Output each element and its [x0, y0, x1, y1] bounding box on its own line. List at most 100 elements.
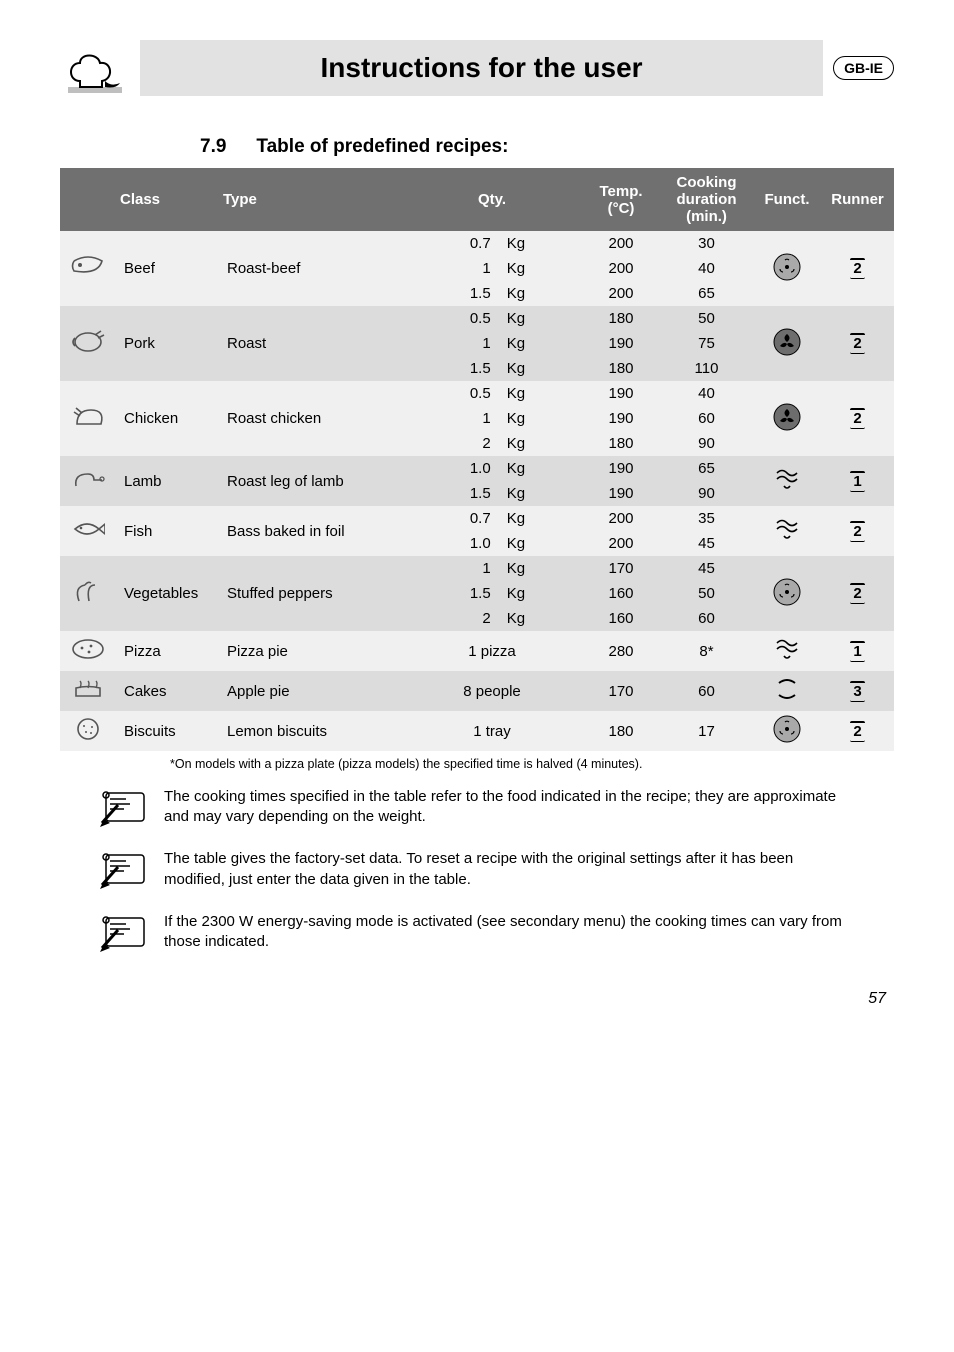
temp-value: 200	[582, 531, 660, 556]
duration-value: 50	[660, 306, 753, 331]
temp-value: 170	[582, 556, 660, 581]
qty-unit: Kg	[501, 606, 582, 631]
recipes-table: Class Type Qty. Temp. (°C) Cooking durat…	[60, 168, 894, 751]
col-cook: Cooking duration (min.)	[660, 168, 753, 231]
duration-value: 45	[660, 556, 753, 581]
temp-value: 190	[582, 456, 660, 481]
qty-value: 8 people	[402, 671, 582, 711]
runner-value: 2	[821, 306, 894, 381]
duration-value: 30	[660, 231, 753, 256]
class-icon	[60, 381, 116, 456]
type-name: Apple pie	[219, 671, 402, 711]
table-row: FishBass baked in foil0.7Kg20035 2	[60, 506, 894, 531]
runner-value: 1	[821, 631, 894, 671]
info-note: If the 2300 W energy-saving mode is acti…	[100, 912, 854, 960]
type-name: Roast leg of lamb	[219, 456, 402, 506]
temp-value: 180	[582, 711, 660, 751]
qty-unit: Kg	[501, 381, 582, 406]
temp-value: 200	[582, 231, 660, 256]
table-row: BeefRoast-beef0.7Kg20030 2	[60, 231, 894, 256]
duration-value: 60	[660, 606, 753, 631]
temp-value: 160	[582, 606, 660, 631]
qty-unit: Kg	[501, 506, 582, 531]
temp-value: 180	[582, 306, 660, 331]
qty-unit: Kg	[501, 456, 582, 481]
table-row: ChickenRoast chicken0.5Kg19040 2	[60, 381, 894, 406]
class-name: Chicken	[116, 381, 219, 456]
class-icon	[60, 306, 116, 381]
table-row: BiscuitsLemon biscuits1 tray18017 2	[60, 711, 894, 751]
duration-value: 65	[660, 456, 753, 481]
section-heading: Table of predefined recipes:	[256, 136, 508, 158]
qty-unit: Kg	[501, 231, 582, 256]
qty-value: 0.7	[402, 506, 501, 531]
duration-value: 65	[660, 281, 753, 306]
table-row: PizzaPizza pie1 pizza2808* 1	[60, 631, 894, 671]
class-icon	[60, 711, 116, 751]
class-icon	[60, 671, 116, 711]
class-icon	[60, 631, 116, 671]
temp-value: 200	[582, 506, 660, 531]
duration-value: 17	[660, 711, 753, 751]
qty-unit: Kg	[501, 556, 582, 581]
duration-value: 75	[660, 331, 753, 356]
runner-value: 2	[821, 506, 894, 556]
function-icon	[753, 306, 821, 381]
class-name: Pork	[116, 306, 219, 381]
qty-value: 2	[402, 431, 501, 456]
qty-value: 1.0	[402, 456, 501, 481]
qty-value: 1	[402, 406, 501, 431]
runner-value: 2	[821, 231, 894, 306]
note-text: The cooking times specified in the table…	[164, 787, 854, 828]
temp-value: 160	[582, 581, 660, 606]
function-icon	[753, 556, 821, 631]
class-name: Cakes	[116, 671, 219, 711]
qty-value: 0.5	[402, 306, 501, 331]
table-row: LambRoast leg of lamb1.0Kg19065 1	[60, 456, 894, 481]
class-icon	[60, 456, 116, 506]
function-icon	[753, 231, 821, 306]
temp-value: 190	[582, 406, 660, 431]
note-text: If the 2300 W energy-saving mode is acti…	[164, 912, 854, 953]
qty-value: 1.0	[402, 531, 501, 556]
runner-value: 2	[821, 556, 894, 631]
col-funct: Funct.	[753, 168, 821, 231]
class-icon	[60, 506, 116, 556]
class-icon	[60, 231, 116, 306]
col-runner: Runner	[821, 168, 894, 231]
duration-value: 110	[660, 356, 753, 381]
qty-value: 1.5	[402, 481, 501, 506]
qty-unit: Kg	[501, 531, 582, 556]
duration-value: 40	[660, 381, 753, 406]
col-temp: Temp. (°C)	[582, 168, 660, 231]
temp-value: 280	[582, 631, 660, 671]
duration-value: 90	[660, 431, 753, 456]
duration-value: 60	[660, 406, 753, 431]
qty-unit: Kg	[501, 281, 582, 306]
temp-value: 190	[582, 331, 660, 356]
type-name: Roast chicken	[219, 381, 402, 456]
qty-unit: Kg	[501, 581, 582, 606]
qty-value: 1 pizza	[402, 631, 582, 671]
type-name: Roast-beef	[219, 231, 402, 306]
duration-value: 60	[660, 671, 753, 711]
qty-value: 0.5	[402, 381, 501, 406]
info-note: The table gives the factory-set data. To…	[100, 849, 854, 897]
class-name: Pizza	[116, 631, 219, 671]
temp-value: 180	[582, 356, 660, 381]
temp-value: 170	[582, 671, 660, 711]
info-note: The cooking times specified in the table…	[100, 787, 854, 835]
qty-value: 0.7	[402, 231, 501, 256]
table-row: VegetablesStuffed peppers1Kg17045 2	[60, 556, 894, 581]
temp-value: 200	[582, 281, 660, 306]
temp-value: 190	[582, 481, 660, 506]
qty-value: 1.5	[402, 581, 501, 606]
function-icon	[753, 711, 821, 751]
section-number: 7.9	[200, 136, 226, 158]
function-icon	[753, 381, 821, 456]
class-name: Fish	[116, 506, 219, 556]
temp-value: 180	[582, 431, 660, 456]
function-icon	[753, 671, 821, 711]
qty-unit: Kg	[501, 431, 582, 456]
chef-hat-icon	[60, 41, 130, 96]
